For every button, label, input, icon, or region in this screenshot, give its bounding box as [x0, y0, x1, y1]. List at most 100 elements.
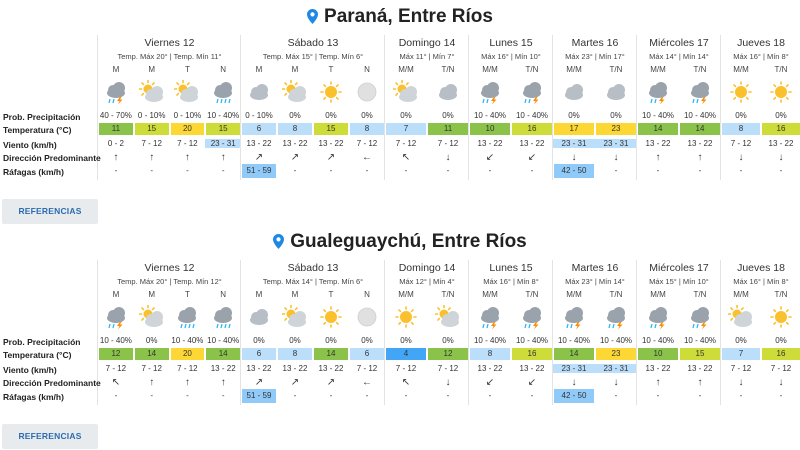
day-temps: Temp. Máx 20° | Temp. Mín 12° [117, 277, 222, 286]
day-temps: Máx 23° | Mín 17° [565, 52, 625, 61]
temperature-value: 8 [722, 123, 760, 135]
day-column: Lunes 15 Máx 16° | Mín 8° M/M 10 - 40% 8 13 -… [468, 260, 553, 405]
sun-cloud-icon [134, 305, 170, 329]
sun-cloud-icon [277, 80, 313, 104]
period-label: N [220, 65, 227, 74]
wind-direction-arrow-icon: ← [362, 152, 372, 163]
day-temps: Temp. Máx 15° | Temp. Mín 6° [262, 52, 364, 61]
day-name: Martes 16 [571, 262, 619, 274]
day-column: Viernes 12 Temp. Máx 20° | Temp. Mín 12° M… [97, 260, 241, 405]
sun-cloud-icon [385, 80, 427, 104]
wind-value: 13 - 22 [645, 139, 671, 148]
day-name: Miércoles 17 [649, 37, 709, 49]
wind-direction-arrow-icon: ↑ [697, 152, 703, 163]
temperature-value: 8 [278, 123, 312, 135]
city-title: Gualeguaychú, Entre Ríos [0, 231, 800, 253]
wind-direction-arrow-icon: ↓ [778, 377, 784, 388]
period-label: M/M [398, 65, 414, 74]
period-label: M [112, 290, 120, 299]
day-temps: Máx 12° | Mín 4° [399, 277, 455, 286]
wind-value: 7 - 12 [356, 364, 378, 373]
sun-cloud-icon [134, 80, 170, 104]
wind-value: 13 - 22 [282, 364, 308, 373]
precip-value: 0% [400, 111, 412, 120]
temperature-value: 14 [638, 123, 678, 135]
moon-icon [349, 305, 385, 329]
gust-value: - [365, 166, 369, 175]
rain-icon [205, 305, 241, 329]
storm-icon [469, 305, 511, 330]
day-temps: Máx 15° | Mín 10° [649, 277, 709, 286]
temperature-value: 14 [134, 348, 169, 360]
temperature-value: 17 [554, 123, 594, 135]
day-column: Miércoles 17 Máx 14° | Mín 14° M/M 10 - 40%… [636, 35, 721, 180]
precip-value: 10 - 40% [599, 336, 633, 345]
day-name: Domingo 14 [398, 37, 456, 49]
temperature-value: 20 [170, 348, 205, 360]
wind-value: 13 - 22 [477, 139, 503, 148]
wind-direction-arrow-icon: ↓ [445, 152, 451, 163]
city-title-text: Paraná, Entre Ríos [324, 6, 493, 27]
precip-value: 0% [400, 336, 412, 345]
precip-value: 0% [735, 111, 747, 120]
period-label: T/N [441, 65, 455, 74]
storm-icon [637, 305, 679, 330]
storm-icon [98, 305, 134, 330]
gust-value: - [150, 166, 154, 175]
period-label: M [112, 65, 120, 74]
gust-value: - [404, 391, 408, 400]
period-label: M/M [566, 65, 582, 74]
day-column: Jueves 18 Máx 16° | Mín 8° M/M 0% 7 7 - 12 ↓ - T… [720, 260, 800, 405]
wind-direction-arrow-icon: ↑ [697, 377, 703, 388]
day-name: Domingo 14 [398, 262, 456, 274]
wind-value: 7 - 12 [395, 364, 417, 373]
period-label: T/N [609, 65, 623, 74]
temperature-value: 8 [350, 123, 384, 135]
wind-value: 23 - 31 [553, 364, 595, 373]
period-label: M [148, 290, 156, 299]
period-label: N [364, 65, 370, 74]
temperature-value: 4 [386, 348, 426, 360]
temperature-value: 16 [512, 123, 552, 135]
day-name: Lunes 15 [489, 37, 533, 49]
sun-icon [761, 305, 800, 329]
label-gust: Ráfagas (km/h) [3, 392, 64, 402]
wind-value: 7 - 12 [141, 364, 162, 373]
precip-value: 0% [325, 111, 337, 120]
period-label: M [255, 290, 263, 299]
period-label: M/M [733, 65, 749, 74]
gust-value: - [488, 166, 492, 175]
wind-direction-arrow-icon: ↗ [290, 377, 300, 388]
wind-direction-arrow-icon: ↑ [655, 152, 661, 163]
day-temps: Máx 16° | Mín 10° [481, 52, 541, 61]
wind-direction-arrow-icon: ↑ [184, 377, 190, 388]
referencias-button[interactable]: REFERENCIAS [2, 424, 98, 449]
wind-value: 13 - 22 [477, 364, 503, 373]
sun-icon [761, 80, 800, 104]
precip-value: 10 - 40% [683, 336, 717, 345]
sun-icon [721, 80, 761, 104]
referencias-button[interactable]: REFERENCIAS [2, 199, 98, 224]
temperature-value: 11 [99, 123, 133, 135]
day-name: Martes 16 [571, 37, 619, 49]
period-label: T/N [441, 290, 455, 299]
wind-direction-arrow-icon: ↖ [401, 377, 411, 388]
cloud-icon [241, 305, 277, 329]
gust-value: - [404, 166, 408, 175]
precip-value: 0% [325, 336, 337, 345]
gust-value: - [739, 391, 743, 400]
temperature-value: 14 [554, 348, 594, 360]
label-precip: Prob. Precipitación [3, 337, 81, 347]
wind-direction-arrow-icon: ↑ [113, 152, 119, 163]
temperature-value: 6 [350, 348, 384, 360]
gust-value: - [488, 391, 492, 400]
precip-value: 10 - 40% [207, 111, 240, 120]
rain-icon [170, 305, 206, 329]
period-label: M [255, 65, 263, 74]
wind-value: 7 - 12 [395, 139, 417, 148]
wind-direction-arrow-icon: ↓ [738, 377, 744, 388]
temperature-value: 10 [638, 348, 678, 360]
wind-value: 13 - 22 [768, 139, 794, 148]
gust-value: - [698, 391, 702, 400]
precip-value: 10 - 40% [473, 336, 507, 345]
